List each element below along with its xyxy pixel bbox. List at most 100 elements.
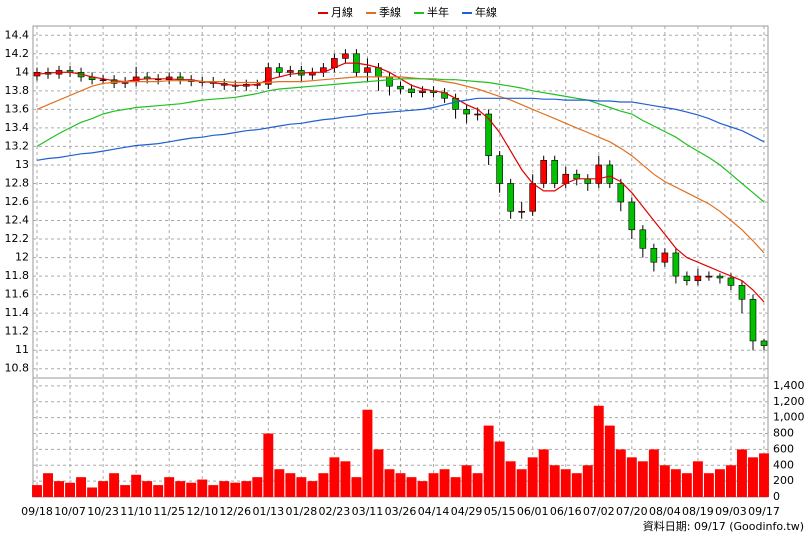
volume-bar — [120, 485, 131, 497]
volume-bar — [703, 473, 714, 497]
candle-body — [694, 275, 702, 282]
volume-bar — [230, 482, 241, 497]
y-tick-label: 12.4 — [5, 214, 30, 227]
candle-body — [364, 67, 371, 73]
volume-bar — [681, 473, 692, 497]
candle-body — [99, 79, 107, 82]
candle-body — [507, 183, 514, 212]
y-tick-label: 14.4 — [5, 28, 30, 41]
volume-bar — [527, 457, 538, 497]
x-tick-label: 12/10 — [186, 505, 218, 518]
volume-bar — [318, 473, 329, 497]
x-tick-label: 09/17 — [748, 505, 780, 518]
legend-label: 季線 — [379, 5, 401, 19]
candle-body — [463, 109, 470, 115]
candle-body — [551, 160, 559, 184]
volume-bar — [373, 449, 384, 497]
volume-bar — [384, 469, 395, 497]
x-tick-label: 06/01 — [517, 505, 549, 518]
y-tick-label: 14.2 — [5, 47, 30, 60]
candle-body — [683, 275, 691, 282]
volume-bar — [296, 477, 307, 497]
volume-bar — [560, 469, 571, 497]
y2-tick-label: 1,200 — [773, 395, 805, 408]
volume-bar — [538, 449, 549, 497]
x-tick-label: 09/03 — [715, 505, 747, 518]
volume-bar — [109, 473, 120, 497]
candle-body — [716, 275, 724, 279]
y2-tick-label: 1,400 — [773, 379, 805, 392]
candle-body — [529, 183, 536, 212]
volume-bar — [494, 441, 505, 497]
volume-bar — [737, 449, 747, 497]
x-tick-label: 12/26 — [219, 505, 251, 518]
x-tick-label: 02/23 — [319, 505, 351, 518]
y-tick-label: 13 — [15, 158, 29, 171]
volume-bar — [153, 485, 164, 497]
volume-bar — [759, 453, 769, 497]
volume-bar — [87, 487, 98, 497]
x-tick-label: 08/04 — [649, 505, 681, 518]
candle-body — [661, 252, 669, 263]
moving-average-line — [36, 97, 765, 161]
volume-bar — [593, 405, 604, 497]
x-tick-label: 07/02 — [583, 505, 615, 518]
volume-bar — [450, 477, 461, 497]
volume-bar — [197, 479, 208, 497]
volume-bar — [571, 473, 582, 497]
x-tick-label: 04/29 — [451, 505, 483, 518]
x-tick-label: 10/23 — [87, 505, 119, 518]
y-tick-label: 12.8 — [5, 176, 30, 189]
x-tick-label: 04/14 — [418, 505, 450, 518]
volume-bar — [417, 481, 428, 497]
volume-bar — [406, 477, 417, 497]
volume-bar — [142, 481, 153, 497]
y-tick-label: 12.6 — [5, 195, 30, 208]
candle-body — [287, 70, 294, 73]
volume-bar — [32, 485, 42, 497]
y-tick-label: 11.8 — [5, 269, 30, 282]
candle-body — [408, 88, 415, 93]
volume-bar — [659, 465, 670, 497]
candle-body — [760, 340, 768, 346]
y-tick-label: 12 — [15, 251, 29, 264]
volume-bar — [76, 477, 87, 497]
volume-bar — [395, 473, 406, 497]
y-tick-label: 13.2 — [5, 139, 30, 152]
candle-body — [650, 248, 658, 263]
footnote: 資料日期: 09/17 (Goodinfo.tw) — [643, 519, 804, 533]
y-tick-label: 11.6 — [5, 288, 30, 301]
moving-average-line — [36, 78, 765, 203]
x-tick-label: 07/20 — [616, 505, 648, 518]
candle-body — [705, 275, 713, 278]
candle-body — [639, 229, 647, 249]
candle-body — [617, 183, 625, 203]
candle-body — [386, 76, 393, 87]
volume-bar — [131, 474, 142, 497]
volume-bar — [208, 485, 219, 497]
volume-bar — [670, 469, 681, 497]
volume-bar — [615, 449, 626, 497]
x-tick-label: 11/10 — [120, 505, 152, 518]
volume-bar — [274, 469, 285, 497]
volume-bar — [626, 457, 637, 497]
y2-tick-label: 400 — [773, 458, 794, 471]
volume-bar — [263, 433, 274, 497]
x-tick-label: 11/25 — [153, 505, 185, 518]
legend-label: 半年 — [427, 5, 449, 19]
candle-body — [485, 113, 492, 156]
volume-bar — [505, 461, 516, 497]
volume-bar — [351, 477, 362, 497]
candle-body — [540, 160, 547, 184]
volume-bar — [175, 481, 186, 497]
y-tick-label: 11 — [15, 343, 29, 356]
y-tick-label: 11.4 — [5, 306, 30, 319]
volume-bar — [65, 482, 76, 497]
candle-body — [727, 277, 735, 286]
volume-bar — [219, 481, 230, 497]
volume-bar — [186, 482, 197, 497]
volume-bar — [329, 457, 340, 497]
y2-tick-label: 1,000 — [773, 411, 805, 424]
volume-bar — [483, 425, 494, 497]
volume-bar — [285, 473, 296, 497]
